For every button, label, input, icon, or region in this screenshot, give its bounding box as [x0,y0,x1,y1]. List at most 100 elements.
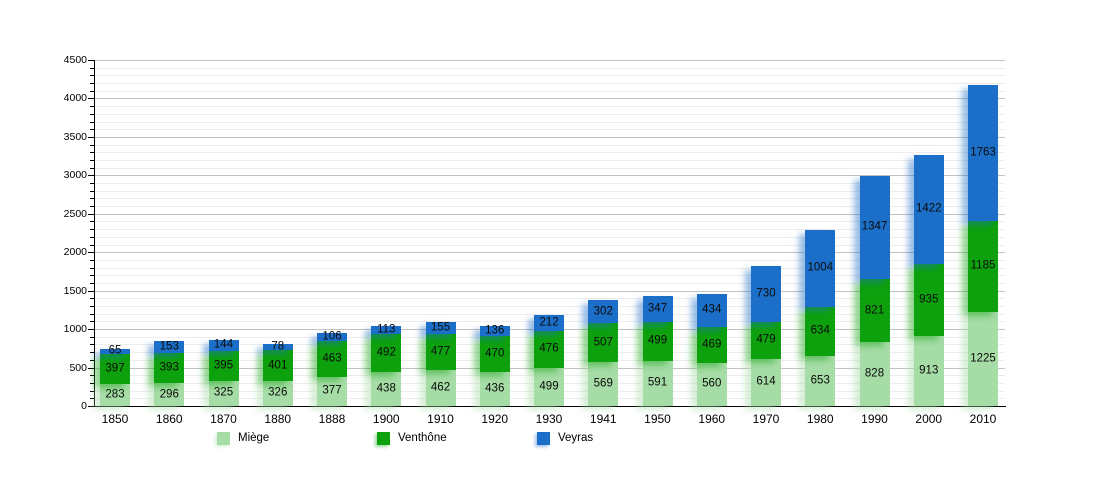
x-axis-label-1870: 1870 [210,412,237,426]
bar-value-label: 470 [485,347,505,360]
bar-segment-venthne-1900: 492 [371,334,402,373]
bar-segment-mige-1990: 828 [859,342,890,406]
bar-segment-veyras-1900: 113 [371,324,402,336]
y-tick-700 [90,352,94,354]
gridline-1500 [95,290,1005,292]
y-tick-1600 [90,282,94,284]
bar-segment-venthne-1990: 821 [859,279,890,343]
gridline-1900 [95,259,1005,261]
y-tick-1700 [90,275,94,277]
bar-value-label: 591 [647,376,668,389]
y-axis-label-4500: 4500 [63,54,87,66]
y-tick-4200 [90,83,94,85]
bar-segment-veyras-1960: 434 [696,293,727,327]
bar-value-label: 395 [213,359,234,372]
y-tick-1000 [88,329,94,331]
bar-value-label: 296 [159,388,179,401]
legend-label: Venthône [398,432,447,444]
gridline-3700 [95,121,1005,123]
bar-segment-veyras-1920: 136 [479,325,510,337]
bar-value-label: 438 [376,382,396,395]
bar-value-label: 821 [864,304,885,317]
y-tick-3300 [90,152,94,154]
bar-segment-venthne-1880: 401 [262,350,293,381]
bar-value-label: 302 [593,305,613,318]
y-axis-label-500: 500 [69,361,87,374]
bar-segment-venthne-1910: 477 [425,333,456,371]
bar-segment-mige-2000: 913 [913,335,944,406]
y-tick-3400 [90,144,94,146]
y-tick-900 [90,336,94,338]
y-tick-3500 [88,136,94,138]
y-tick-1400 [90,298,94,300]
bar-segment-mige-1920: 436 [479,372,510,406]
y-tick-3800 [90,113,94,115]
y-tick-500 [88,367,94,369]
y-tick-2200 [90,236,94,238]
bar-segment-mige-1850: 283 [100,384,130,406]
bar-value-label: 393 [159,361,179,374]
gridline-2000 [95,252,1005,254]
legend-item-mige: Miège [217,431,269,445]
gridline-2800 [95,190,1005,192]
y-tick-3100 [90,167,94,169]
legend-swatch [537,431,550,445]
x-axis-label-2000: 2000 [915,412,943,426]
gridline-1600 [95,282,1005,284]
bar-value-label: 325 [213,386,234,399]
bar-value-label: 1225 [970,352,996,365]
bar-segment-veyras-1950: 347 [642,295,673,323]
bar-value-label: 828 [864,367,885,380]
y-axis-line [94,60,95,407]
x-axis-label-1970: 1970 [752,412,780,426]
bar-segment-mige-1960: 560 [696,362,727,406]
gridline-3800 [95,113,1005,115]
bar-value-label: 463 [322,352,342,365]
bar-segment-veyras-1980: 1004 [805,229,836,308]
y-tick-3000 [88,175,94,177]
bar-value-label: 614 [756,375,776,388]
y-tick-2100 [90,244,94,246]
y-axis-label-0: 0 [81,400,87,412]
gridline-3100 [95,167,1005,169]
x-axis-label-1850: 1850 [101,412,129,426]
bar-value-label: 153 [159,340,179,353]
bar-segment-venthne-1870: 395 [208,350,239,381]
x-axis-label-1950: 1950 [644,412,671,426]
y-axis-label-2500: 2500 [63,207,87,220]
bar-segment-mige-1870: 325 [208,381,239,406]
bar-segment-mige-1930: 499 [534,367,564,406]
gridline-2600 [95,206,1005,208]
bar-segment-mige-1910: 462 [425,370,456,406]
x-axis-label-1910: 1910 [427,412,454,426]
x-axis-label-1941: 1941 [589,412,617,426]
y-tick-800 [90,344,94,346]
y-tick-1300 [90,306,94,308]
bar-value-label: 634 [810,324,830,337]
y-axis-label-4000: 4000 [63,92,87,105]
bar-segment-mige-1900: 438 [371,372,402,406]
gridline-2300 [95,229,1005,231]
y-tick-0 [88,406,94,407]
gridline-1800 [95,267,1005,269]
bar-segment-mige-1888: 377 [317,377,347,406]
x-axis-label-1900: 1900 [372,412,400,426]
bar-value-label: 499 [647,334,668,347]
y-tick-1200 [90,313,94,315]
gridline-1200 [95,313,1005,315]
bar-value-label: 106 [322,330,342,343]
gridline-2500 [95,213,1005,215]
gridline-4000 [95,98,1005,100]
y-tick-2800 [90,190,94,192]
bar-value-label: 492 [376,346,396,359]
bar-value-label: 436 [485,382,505,395]
gridline-3000 [95,175,1005,177]
bar-segment-veyras-1970: 730 [751,265,781,322]
bar-segment-mige-1941: 569 [588,362,619,406]
bar-segment-veyras-1880: 78 [262,341,293,353]
bar-value-label: 913 [919,364,939,377]
y-axis-label-3500: 3500 [63,130,87,143]
gridline-3400 [95,144,1005,146]
gridline-2700 [95,198,1005,200]
y-tick-600 [90,359,94,361]
